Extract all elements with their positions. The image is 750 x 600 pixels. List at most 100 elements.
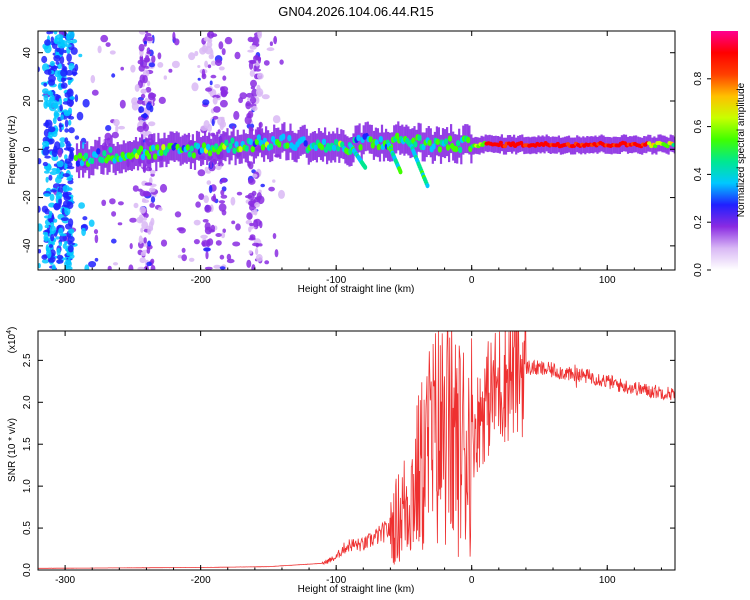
spectrogram-y-tick-label: 20 [22,95,33,107]
noise-blob [56,254,64,260]
noise-blob [213,106,221,113]
noise-blob [107,265,112,270]
noise-blob [38,263,41,269]
colorbar-tick-label: 0.0 [693,263,704,277]
noise-blob [66,177,73,181]
noise-blob [62,185,70,192]
noise-blob [197,77,201,81]
noise-blob [256,72,264,80]
noise-blob [254,54,259,60]
noise-blob [59,233,67,237]
noise-blob [45,119,53,128]
noise-blob [67,180,74,185]
noise-blob [221,209,227,216]
colorbar-tick-label: 0.4 [693,167,704,181]
noise-blob [48,244,54,248]
colorbar-label: Normalized spectral amplitude [736,82,747,217]
noise-blob [140,251,146,257]
noise-blob [66,252,71,256]
noise-blob [47,79,56,86]
noise-blob [129,217,137,223]
noise-blob [69,150,74,160]
noise-blob [88,219,95,227]
noise-blob [158,207,163,212]
noise-blob [248,178,256,185]
noise-blob [105,125,112,132]
noise-blob [133,202,139,209]
noise-blob [147,92,155,101]
ridge-core [453,145,459,153]
noise-blob [47,91,54,96]
noise-blob [50,31,54,34]
colorbar-tick-label: 0.8 [693,71,704,85]
noise-blob [43,233,49,242]
noise-blob [140,227,144,233]
snr-x-tick-label: 100 [599,575,616,586]
noise-blob [256,192,262,201]
ridge-core [435,138,440,145]
ridge-core [313,144,318,152]
noise-blob [143,237,147,244]
noise-blob [221,48,226,56]
noise-blob [207,64,212,69]
noise-blob [38,223,43,232]
noise-blob [177,254,183,259]
noise-blob [138,31,146,35]
noise-blob [181,247,186,253]
noise-blob [56,259,64,264]
noise-blob [44,170,50,174]
noise-blob [218,41,224,50]
noise-blob [203,247,211,252]
snr-series [38,331,675,569]
noise-blob [58,241,63,247]
noise-blob [244,115,252,125]
noise-blob [217,129,221,134]
noise-blob [58,97,63,106]
noise-blob [109,50,116,55]
noise-blob [50,65,59,70]
noise-blob [78,202,85,209]
ridge-core [140,153,146,161]
snr-y-tick-label: 2.0 [22,395,33,409]
noise-blob [210,60,217,66]
noise-blob [111,73,116,78]
ridge-core [106,154,111,161]
spectrogram-x-tick-label: -200 [191,275,211,286]
noise-blob [56,247,61,256]
noise-blob [57,41,66,49]
noise-blob [148,62,155,68]
noise-blob [41,254,48,260]
noise-blob [59,137,66,143]
noise-blob [247,49,254,53]
noise-blob [117,222,123,226]
noise-blob [43,193,51,197]
noise-blob [42,147,50,156]
noise-blob [258,56,261,64]
noise-blob [143,40,147,45]
noise-blob [48,210,53,217]
noise-blob [60,69,68,77]
noise-blob [252,36,259,45]
noise-blob [248,250,253,254]
ridge-core [445,144,451,151]
ridge-core [374,139,379,146]
noise-blob [149,202,155,208]
noise-blob [197,169,206,177]
noise-blob [78,53,83,58]
ridge-core [224,139,229,146]
noise-blob [56,160,64,168]
ridge-core [96,148,101,155]
noise-blob [42,161,49,167]
ridge-core [73,154,79,161]
noise-blob [215,240,222,246]
noise-blob [62,173,70,178]
ridge-core [230,137,235,144]
ridge-core [199,147,205,154]
noise-blob [76,111,84,121]
noise-blob [49,171,58,175]
noise-blob [250,96,257,104]
ridge-core [161,144,166,151]
spectrogram-x-tick-label: -100 [326,275,346,286]
noise-blob [256,84,261,94]
noise-blob [53,110,59,119]
